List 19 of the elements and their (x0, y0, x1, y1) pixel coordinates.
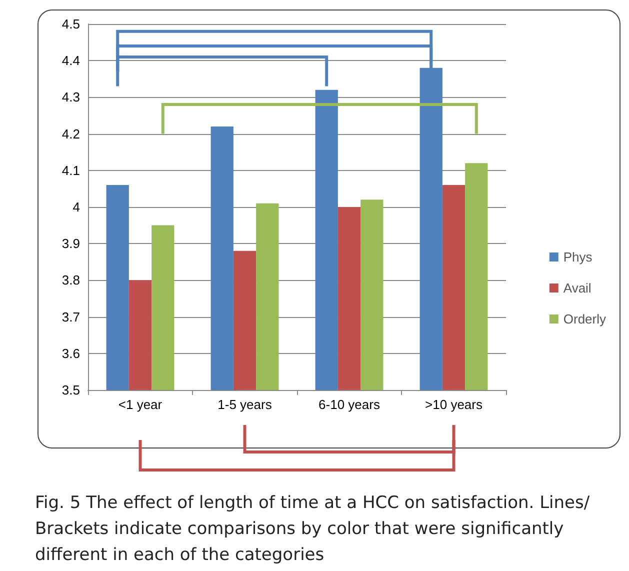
legend-label: Phys (563, 250, 593, 264)
y-tick-label: 4.1 (62, 162, 80, 178)
legend-label: Avail (563, 280, 592, 296)
y-tick-label: 3.5 (62, 382, 80, 398)
y-tick-label: 3.6 (62, 346, 80, 361)
y-tick-label: 4.4 (62, 53, 80, 68)
y-tick-label: 4.2 (62, 126, 80, 142)
x-tick-label: >10 years (425, 397, 483, 412)
legend-label: Orderly (563, 312, 606, 326)
y-tick-label: 4.5 (62, 16, 80, 32)
y-tick-label: 3.8 (62, 272, 80, 288)
y-tick-label: 4 (72, 200, 80, 214)
x-tick-label: <1 year (118, 397, 163, 412)
caption: Fig. 5 The effect of length of time at a HCC on satisfaction. Lines/ Brackets indicate comparisons by color that were significantly different in each of the categories (35, 493, 596, 565)
x-tick-label: 6-10 years (318, 397, 380, 412)
y-tick-label: 3.7 (62, 309, 80, 324)
y-tick-label: 4.3 (62, 90, 80, 105)
y-tick-label: 3.9 (62, 236, 80, 252)
x-tick-label: 1-5 years (218, 397, 272, 412)
